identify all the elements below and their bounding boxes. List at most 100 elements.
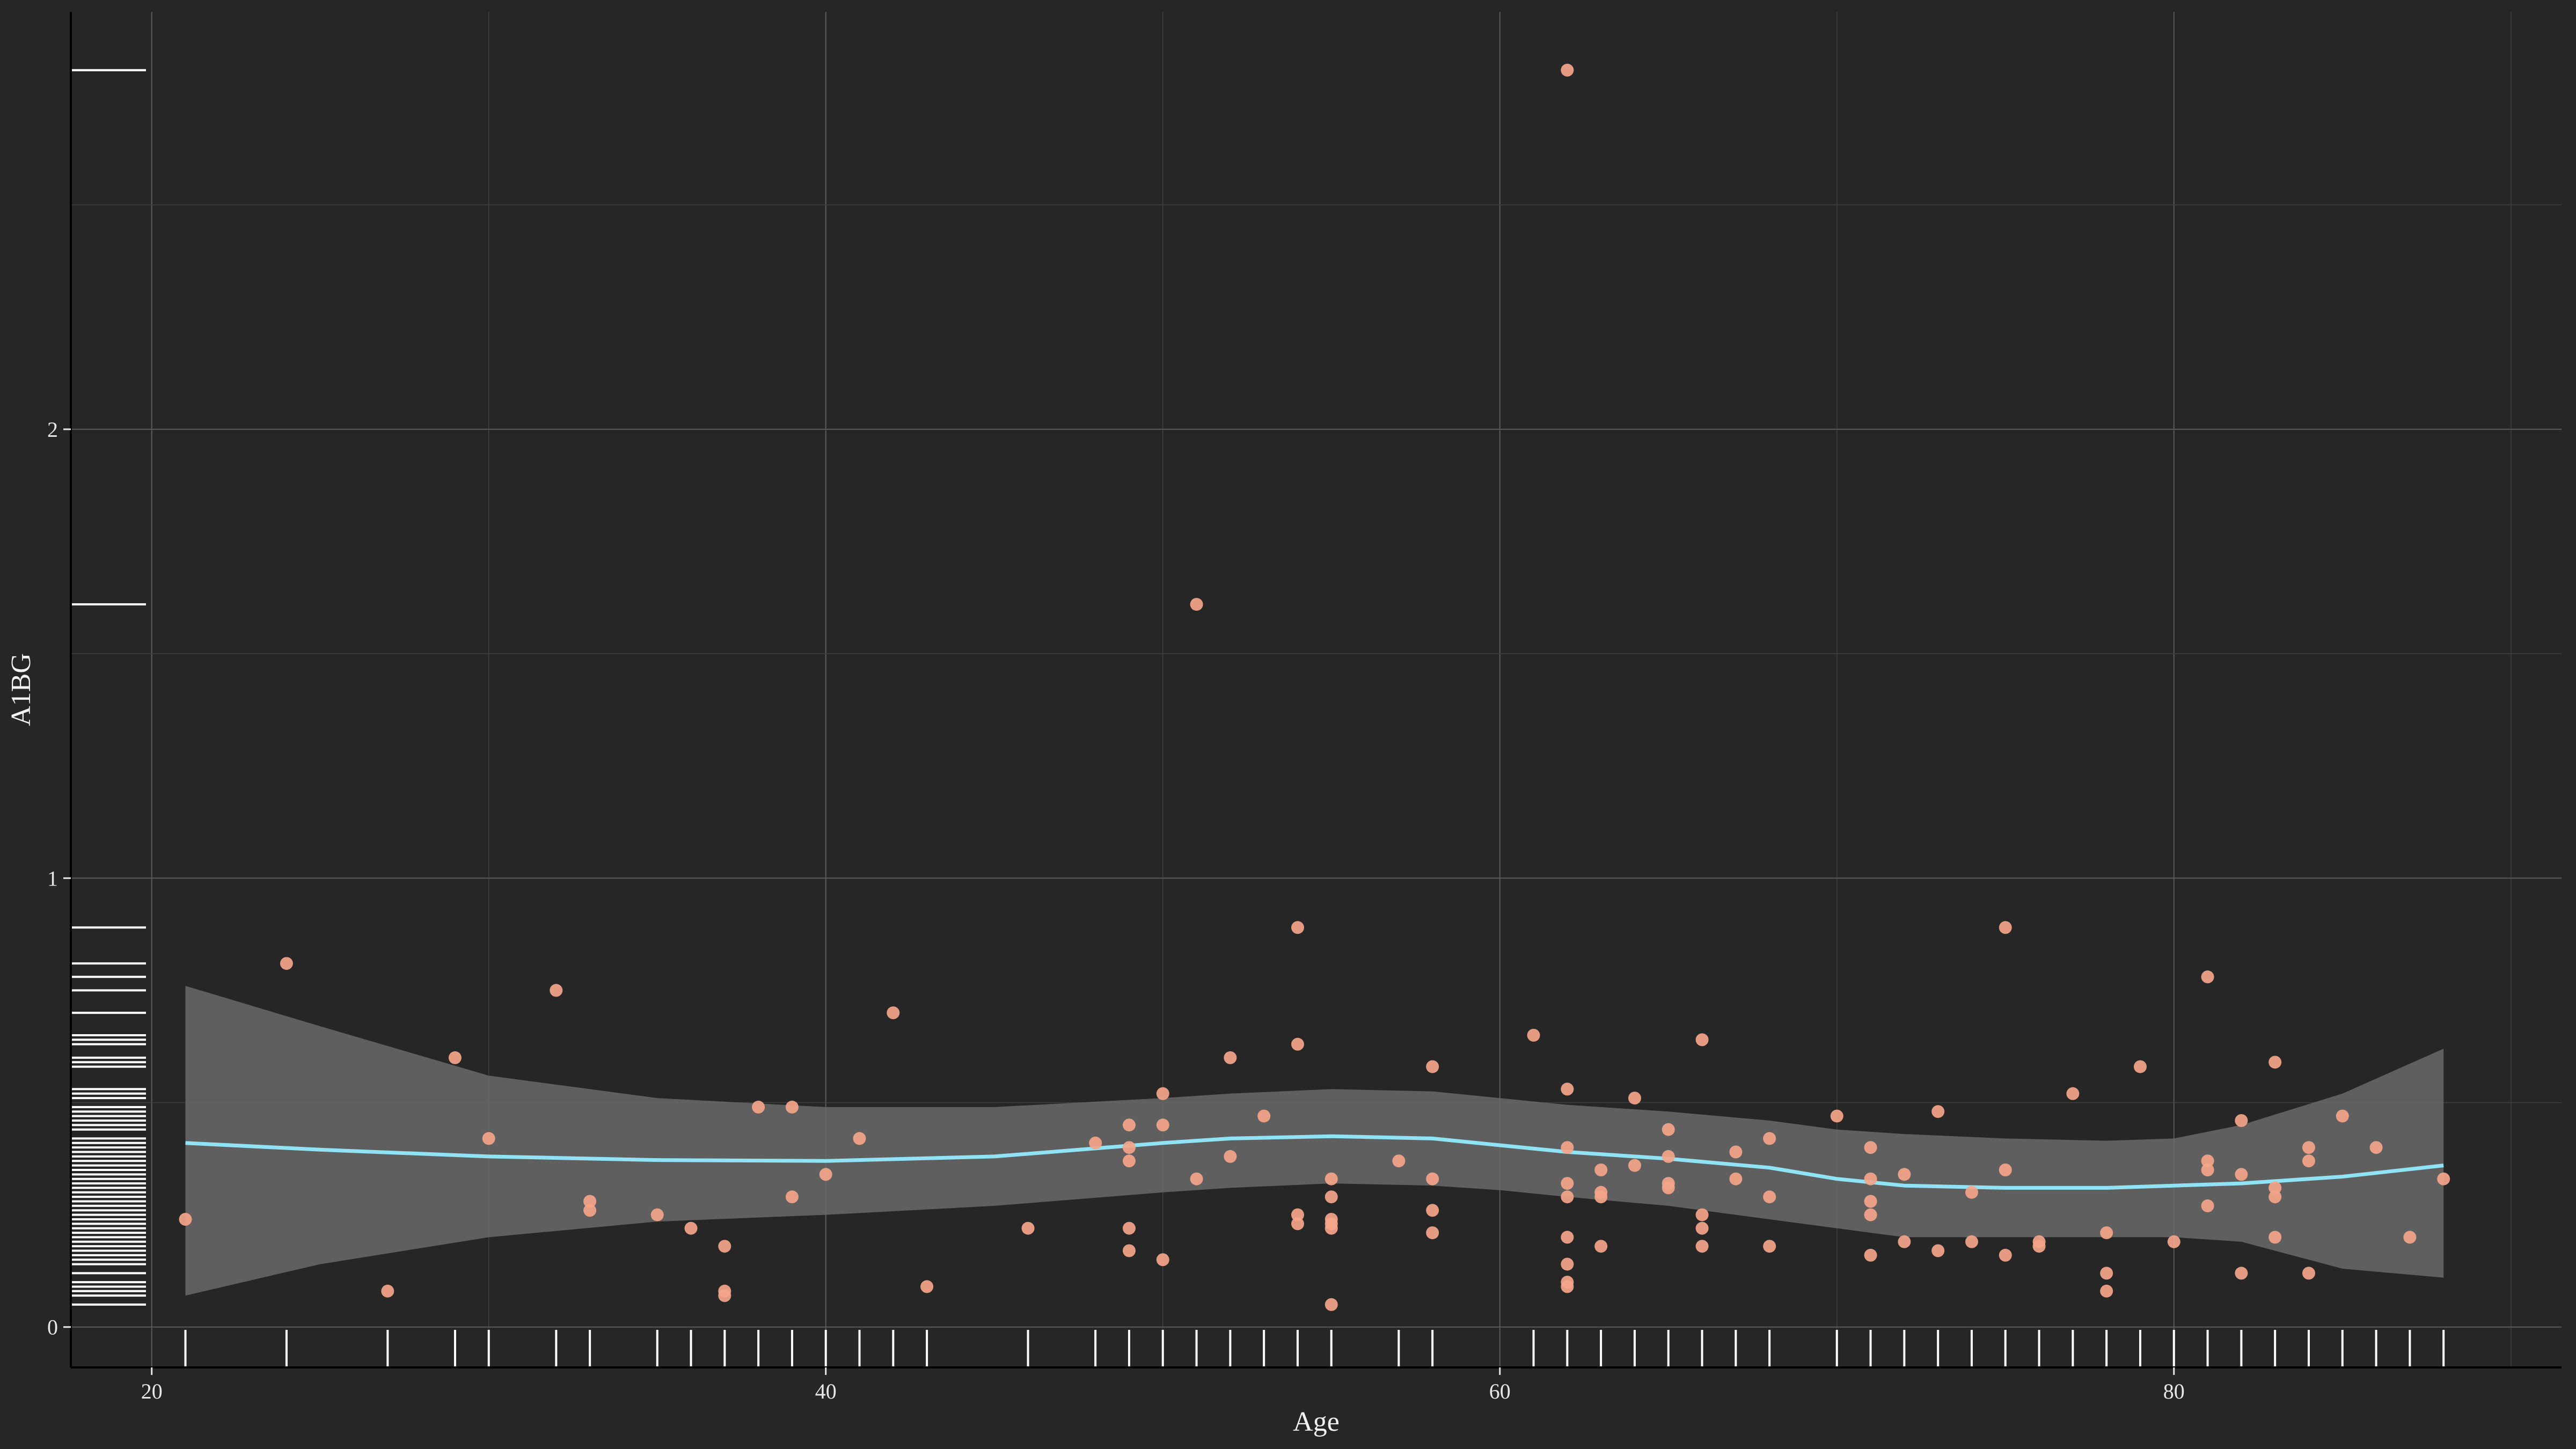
data-point bbox=[1729, 1145, 1743, 1159]
data-point bbox=[2268, 1190, 2282, 1204]
data-point bbox=[1594, 1190, 1608, 1204]
data-point bbox=[2201, 970, 2214, 984]
data-point bbox=[1898, 1168, 1911, 1181]
data-point bbox=[2268, 1181, 2282, 1195]
data-point bbox=[1662, 1123, 1675, 1136]
data-point bbox=[2302, 1267, 2315, 1280]
data-point bbox=[853, 1132, 866, 1145]
data-point bbox=[1257, 1109, 1271, 1123]
data-point bbox=[2235, 1114, 2248, 1127]
data-point bbox=[1999, 1163, 2012, 1176]
data-point bbox=[1662, 1150, 1675, 1163]
data-points bbox=[179, 63, 2450, 1311]
confidence-ribbon bbox=[185, 986, 2444, 1296]
data-point bbox=[1089, 1136, 1102, 1150]
data-point bbox=[1561, 1190, 1574, 1204]
data-point bbox=[1628, 1159, 1641, 1172]
data-point bbox=[1224, 1150, 1237, 1163]
data-point bbox=[752, 1100, 765, 1114]
x-tick-label: 20 bbox=[141, 1379, 163, 1403]
data-point bbox=[2201, 1163, 2214, 1176]
data-point bbox=[2235, 1168, 2248, 1181]
data-point bbox=[2100, 1267, 2113, 1280]
rug-marks bbox=[71, 69, 2445, 1367]
data-point bbox=[1190, 598, 1203, 611]
data-point bbox=[2201, 1154, 2214, 1168]
data-point bbox=[1156, 1253, 1169, 1267]
data-point bbox=[819, 1168, 832, 1181]
y-axis-title: A1BG bbox=[6, 653, 36, 726]
data-point bbox=[1999, 921, 2012, 934]
data-point bbox=[1594, 1163, 1608, 1176]
axes bbox=[70, 12, 2562, 1368]
data-point bbox=[1561, 1257, 1574, 1271]
data-point bbox=[1695, 1033, 1709, 1046]
data-point bbox=[583, 1204, 597, 1217]
data-point bbox=[1931, 1244, 1945, 1257]
data-point bbox=[718, 1289, 731, 1302]
data-point bbox=[1628, 1092, 1641, 1105]
data-point bbox=[448, 1051, 462, 1064]
data-point bbox=[1324, 1221, 1338, 1235]
data-point bbox=[684, 1221, 698, 1235]
data-point bbox=[1392, 1154, 1406, 1168]
data-point bbox=[2369, 1141, 2383, 1154]
data-point bbox=[2437, 1172, 2450, 1185]
x-tick-label: 80 bbox=[2163, 1379, 2185, 1403]
data-point bbox=[1561, 1141, 1574, 1154]
data-point bbox=[583, 1195, 597, 1208]
data-point bbox=[1662, 1181, 1675, 1195]
data-point bbox=[1123, 1118, 1136, 1132]
tick-marks: 20 40 60 80 0 1 2 bbox=[47, 418, 2185, 1403]
data-point bbox=[2302, 1141, 2315, 1154]
data-point bbox=[887, 1006, 900, 1020]
data-point bbox=[1123, 1244, 1136, 1257]
data-point bbox=[650, 1208, 664, 1221]
data-point bbox=[2032, 1240, 2046, 1253]
data-point bbox=[2403, 1231, 2417, 1244]
data-point bbox=[1190, 1172, 1203, 1185]
data-point bbox=[1426, 1204, 1439, 1217]
y-tick-label: 2 bbox=[47, 418, 58, 442]
data-point bbox=[1763, 1240, 1776, 1253]
data-point bbox=[2134, 1060, 2147, 1073]
data-point bbox=[1291, 921, 1304, 934]
data-point bbox=[2100, 1226, 2113, 1240]
data-point bbox=[1156, 1087, 1169, 1100]
data-point bbox=[2268, 1231, 2282, 1244]
data-point bbox=[1123, 1141, 1136, 1154]
data-point bbox=[280, 957, 293, 970]
data-point bbox=[1123, 1154, 1136, 1168]
data-point bbox=[1898, 1235, 1911, 1248]
data-point bbox=[1527, 1029, 1540, 1042]
data-point bbox=[1965, 1235, 1978, 1248]
data-point bbox=[718, 1240, 731, 1253]
data-point bbox=[1291, 1217, 1304, 1231]
y-tick-label: 1 bbox=[47, 866, 58, 890]
data-point bbox=[550, 984, 563, 997]
data-point bbox=[1291, 1037, 1304, 1051]
data-point bbox=[1864, 1208, 1877, 1221]
data-point bbox=[1763, 1190, 1776, 1204]
data-point bbox=[1123, 1221, 1136, 1235]
x-tick-label: 60 bbox=[1489, 1379, 1511, 1403]
data-point bbox=[1763, 1132, 1776, 1145]
data-point bbox=[2268, 1056, 2282, 1069]
data-point bbox=[1324, 1298, 1338, 1311]
data-point bbox=[2201, 1199, 2214, 1212]
data-point bbox=[1999, 1248, 2012, 1262]
data-point bbox=[1931, 1105, 1945, 1118]
data-point bbox=[1864, 1141, 1877, 1154]
data-point bbox=[1729, 1172, 1743, 1185]
data-point bbox=[785, 1190, 799, 1204]
data-point bbox=[1864, 1248, 1877, 1262]
data-point bbox=[1426, 1060, 1439, 1073]
data-point bbox=[2066, 1087, 2080, 1100]
data-point bbox=[1864, 1172, 1877, 1185]
data-point bbox=[1426, 1172, 1439, 1185]
data-point bbox=[2100, 1284, 2113, 1298]
y-tick-label: 0 bbox=[47, 1315, 58, 1340]
data-point bbox=[1021, 1221, 1035, 1235]
data-point bbox=[1561, 1231, 1574, 1244]
